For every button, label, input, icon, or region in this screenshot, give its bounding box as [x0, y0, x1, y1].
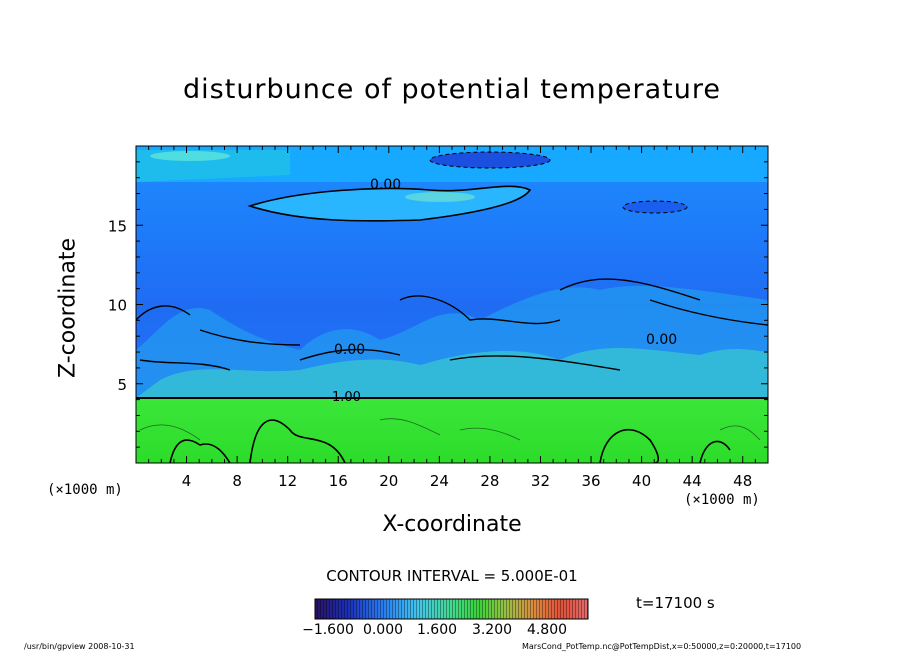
contour-lines-lower-thin [139, 418, 761, 441]
x-tick-label: 40 [632, 472, 651, 490]
colorbar-label: 4.800 [526, 622, 568, 638]
footer-right: MarsCond_PotTemp.nc@PotTempDist,x=0:5000… [522, 642, 802, 651]
time-label: t=17100 s [636, 594, 715, 612]
x-tick-label: 16 [329, 472, 348, 490]
colorbar-label: 0.000 [362, 622, 404, 638]
negative-contour-right [622, 200, 688, 214]
footer-left: /usr/bin/gpview 2008-10-31 [24, 642, 135, 651]
x-tick-label: 8 [232, 472, 242, 490]
contour-lines-lower [169, 419, 731, 463]
x-tick-label: 36 [581, 472, 600, 490]
x-unit-left: (×1000 m) [47, 482, 123, 498]
x-tick-label: 24 [430, 472, 449, 490]
y-tick-label: 15 [108, 217, 127, 235]
heatmap-field [136, 146, 768, 463]
x-unit-right: (×1000 m) [684, 492, 760, 508]
x-tick-label: 28 [480, 472, 499, 490]
cyan-turbulent-zone [136, 348, 768, 398]
x-tick-label: 48 [733, 472, 752, 490]
contour-label: 0.00 [334, 342, 365, 358]
colorbar-stripes [315, 599, 588, 619]
contour-label: 1.00 [332, 390, 361, 405]
colorbar-label: 1.600 [416, 622, 458, 638]
colorbar-label: −1.600 [302, 622, 354, 638]
cyan-blob-top [150, 151, 230, 161]
x-tick-label: 4 [182, 472, 192, 490]
y-tick-label: 10 [108, 297, 127, 315]
y-ticks: 5 10 15 [108, 145, 768, 464]
x-tick-label: 12 [278, 472, 297, 490]
x-ticks: 4 8 12 16 20 24 28 32 36 40 44 48 [135, 146, 769, 490]
contour-lines-turbulent [136, 278, 768, 371]
contour-label: 0.00 [370, 177, 401, 193]
contour-interval: CONTOUR INTERVAL = 5.000E-01 [326, 567, 578, 585]
cyan-blob-mid [405, 192, 475, 202]
chart-title: disturbunce of potential temperature [183, 74, 721, 105]
negative-contour-top [429, 151, 551, 169]
y-tick-label: 5 [117, 376, 127, 394]
lower-layer [136, 398, 768, 463]
colorbar-label: 3.200 [471, 622, 513, 638]
x-tick-label: 20 [379, 472, 398, 490]
x-tick-label: 32 [531, 472, 550, 490]
y-axis-label: Z-coordinate [55, 238, 81, 378]
contour-label: 0.00 [646, 332, 677, 348]
x-tick-label: 44 [683, 472, 702, 490]
x-axis-label: X-coordinate [382, 512, 522, 537]
